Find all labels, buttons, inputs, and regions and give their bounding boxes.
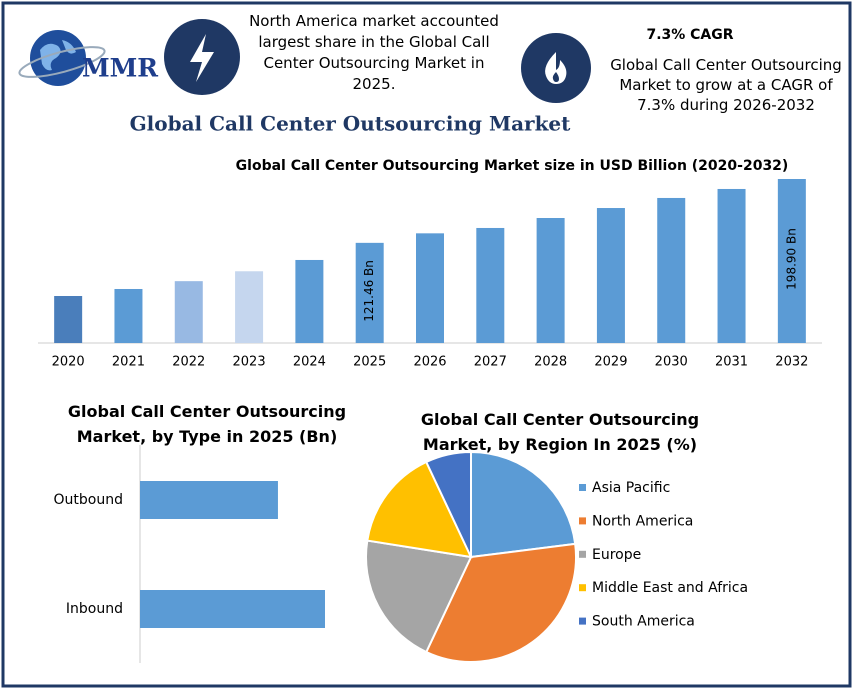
highlight-text: North America market accounted largest s… bbox=[249, 12, 499, 93]
pie-chart-title: Global Call Center Outsourcing Market, b… bbox=[420, 410, 700, 454]
bar bbox=[717, 188, 746, 343]
bar bbox=[235, 271, 264, 343]
bar bbox=[416, 233, 444, 343]
bar bbox=[114, 288, 143, 343]
flame-icon bbox=[521, 33, 591, 103]
x-tick-label: 2032 bbox=[775, 355, 808, 370]
value-label: 121.46 Bn bbox=[362, 260, 376, 322]
pie-slice bbox=[366, 460, 473, 559]
legend-swatch bbox=[579, 517, 586, 525]
x-tick-label: 2023 bbox=[233, 355, 266, 370]
legend-swatch bbox=[579, 617, 586, 625]
bar bbox=[777, 179, 806, 343]
logo-globe bbox=[18, 30, 106, 86]
bar bbox=[355, 242, 384, 343]
legend-label: Asia Pacific bbox=[592, 480, 670, 496]
bar-chart-title: Global Call Center Outsourcing Market si… bbox=[236, 158, 789, 174]
logo-text: MMR bbox=[82, 54, 158, 83]
bar bbox=[140, 481, 278, 519]
y-tick-label: Inbound bbox=[66, 601, 123, 617]
bar bbox=[596, 208, 625, 343]
pie-slice bbox=[365, 539, 473, 654]
value-label: 198.90 Bn bbox=[784, 228, 798, 290]
bar bbox=[174, 281, 203, 343]
bar bbox=[54, 296, 83, 343]
legend-label: North America bbox=[592, 513, 693, 529]
pie-slice bbox=[470, 450, 577, 559]
legend-swatch bbox=[579, 584, 586, 592]
bar bbox=[657, 197, 686, 343]
x-tick-label: 2030 bbox=[655, 355, 688, 370]
x-tick-label: 2027 bbox=[474, 355, 507, 370]
x-tick-label: 2021 bbox=[112, 355, 145, 370]
legend-label: Europe bbox=[592, 547, 641, 563]
x-tick-label: 2028 bbox=[534, 355, 567, 370]
legend-swatch bbox=[579, 484, 586, 491]
cagr-title: 7.3% CAGR bbox=[646, 27, 734, 43]
bar bbox=[476, 227, 505, 343]
x-tick-label: 2031 bbox=[715, 355, 748, 370]
bolt-icon bbox=[164, 19, 240, 95]
bar bbox=[536, 218, 565, 343]
hbar-chart-title: Global Call Center Outsourcing Market, b… bbox=[67, 402, 347, 446]
pie-slice bbox=[424, 450, 472, 558]
x-tick-label: 2029 bbox=[594, 355, 627, 370]
cagr-text: Global Call Center Outsourcing Market to… bbox=[610, 56, 842, 114]
x-tick-label: 2024 bbox=[293, 355, 326, 370]
legend-swatch bbox=[579, 550, 586, 558]
main-title: Global Call Center Outsourcing Market bbox=[130, 112, 572, 136]
y-tick-label: Outbound bbox=[54, 492, 123, 508]
x-tick-label: 2020 bbox=[52, 355, 85, 370]
legend-label: South America bbox=[592, 614, 695, 630]
legend-label: Middle East and Africa bbox=[592, 580, 748, 596]
x-tick-label: 2026 bbox=[413, 355, 446, 370]
x-tick-label: 2022 bbox=[172, 355, 205, 370]
bar bbox=[295, 259, 324, 343]
bar bbox=[140, 590, 325, 628]
x-tick-label: 2025 bbox=[353, 355, 386, 370]
